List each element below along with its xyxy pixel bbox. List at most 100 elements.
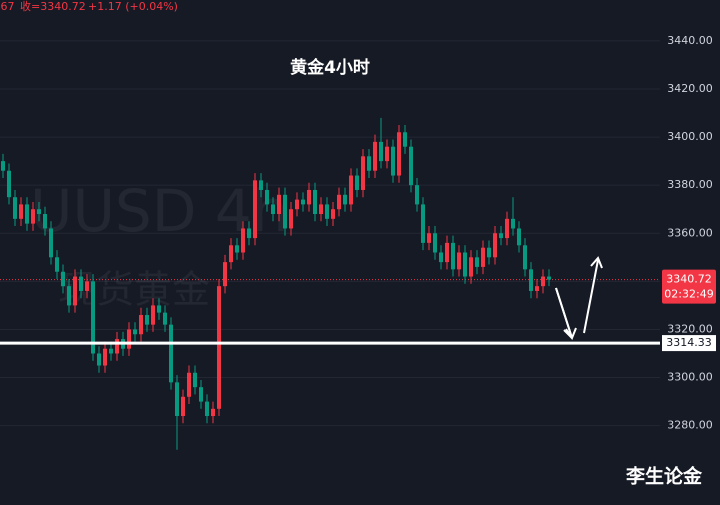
candle-body (271, 204, 275, 215)
countdown: 02:32:49 (664, 288, 713, 301)
candles (0, 117, 660, 450)
candle-body (289, 209, 293, 229)
candle-body (511, 218, 515, 229)
candle-body (523, 245, 527, 270)
candle-body (223, 262, 227, 287)
candle-body (49, 228, 53, 258)
arrow-down (555, 287, 577, 341)
candle-body (403, 132, 407, 147)
header-open: .67 (0, 0, 15, 13)
arrow-up (583, 256, 603, 334)
y-tick-label: 3400.00 (667, 130, 713, 143)
candle-body (343, 194, 347, 205)
y-tick-label: 3380.00 (667, 178, 713, 191)
candle-body (151, 305, 155, 325)
candle-body (265, 189, 269, 205)
candle-body (439, 252, 443, 263)
candle-body (331, 209, 335, 219)
candle-body (259, 180, 263, 190)
candle-body (337, 194, 341, 210)
candle-body (487, 247, 491, 258)
candle-body (139, 315, 143, 335)
candle-body (475, 257, 479, 267)
candle-body (103, 348, 107, 366)
candle-body (211, 408, 215, 417)
y-tick-label: 3420.00 (667, 82, 713, 95)
candle-body (253, 180, 257, 239)
candle-body (25, 204, 29, 224)
candle-body (481, 247, 485, 267)
grid (0, 40, 660, 427)
candle-body (361, 156, 365, 190)
candle-body (193, 372, 197, 388)
price-label-box (662, 269, 716, 304)
candle-body (463, 252, 467, 277)
candle-body (373, 141, 377, 171)
candle-body (97, 353, 101, 366)
candle-body (241, 228, 245, 253)
candle-body (325, 204, 329, 219)
candle-body (115, 339, 119, 354)
watermark: UUSD 4h (30, 177, 288, 245)
candle-body (301, 199, 305, 205)
candle-body (457, 252, 461, 270)
candle-body (7, 170, 11, 198)
candle-body (445, 242, 449, 263)
candle-body (385, 146, 389, 162)
candle-body (541, 276, 545, 287)
candle-body (379, 141, 383, 162)
candle-body (127, 329, 131, 349)
candle-body (175, 382, 179, 417)
y-tick-label: 3300.00 (667, 371, 713, 384)
candle-body (229, 245, 233, 263)
signature: 李生论金 (625, 465, 703, 488)
candle-body (391, 146, 395, 176)
candle-body (355, 175, 359, 190)
candle-body (499, 233, 503, 239)
level-label-box (662, 335, 716, 352)
candle-body (421, 204, 425, 243)
chart-title: 黄金4小时 (290, 57, 370, 78)
candle-body (313, 189, 317, 215)
candle-body (31, 209, 35, 224)
candle-body (217, 286, 221, 409)
header-change: +1.17 (+0.04%) (88, 0, 178, 13)
candle-body (367, 156, 371, 171)
candle-body (157, 305, 161, 313)
candle-body (109, 348, 113, 354)
axis: 3280.003300.003320.003340.003360.003380.… (662, 34, 716, 432)
candle-body (349, 175, 353, 205)
candle-body (199, 387, 203, 402)
candle-body (283, 194, 287, 229)
candle-body (61, 271, 65, 287)
level-label: 3314.33 (666, 336, 712, 349)
candle-body (547, 276, 551, 280)
header-close: 收=3340.72 (20, 0, 86, 13)
candle-body (427, 233, 431, 243)
candle-body (181, 396, 185, 417)
candle-body (409, 146, 413, 186)
candle-body (187, 372, 191, 397)
candle-body (43, 214, 47, 229)
candle-body (493, 233, 497, 258)
candle-body (205, 401, 209, 417)
candle-body (79, 276, 83, 291)
candle-body (529, 269, 533, 291)
candle-body (319, 204, 323, 215)
candle-body (163, 312, 167, 325)
candle-body (247, 228, 251, 239)
candle-body (145, 315, 149, 325)
candle-body (517, 228, 521, 246)
candle-body (415, 185, 419, 205)
candle-body (535, 286, 539, 291)
candle-body (505, 218, 509, 239)
y-tick-label: 3360.00 (667, 226, 713, 239)
candle-body (67, 286, 71, 306)
candle-body (307, 189, 311, 205)
candle-body (91, 281, 95, 354)
candle-body (19, 204, 23, 219)
watermark: 现货黄金 (58, 268, 210, 312)
